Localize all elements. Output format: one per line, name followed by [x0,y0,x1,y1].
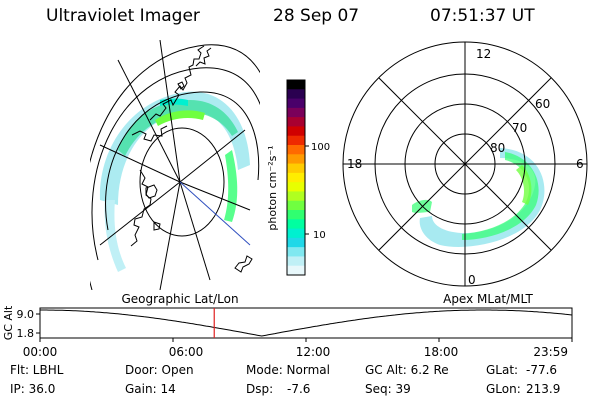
time-label-12: 12:00 [296,345,331,359]
alt-tick-label-low: 1.8 [17,327,35,340]
mlat-label-70: 70 [512,121,527,135]
altitude-strip: 9.0 1.8 GC Alt 00:00 06:00 12:00 18:00 2… [2,305,573,359]
sun-direction-line [179,181,251,246]
colorbar-segment [287,172,305,183]
time-label-18: 18:00 [424,345,459,359]
observation-time: 07:51:37 UT [430,6,535,26]
alt-axis-label: GC Alt [2,305,15,340]
colorbar-segment [287,126,305,137]
colorbar-tick-label-100: 100 [311,142,330,153]
mlt-label-dawn: 6 [576,157,584,171]
colorbar-segment [287,191,305,202]
colorbar-segment [287,145,305,155]
alt-tick-label-high: 9.0 [17,308,35,321]
time-label-2359: 23:59 [533,345,568,359]
geographic-map [90,40,260,290]
altitude-strip-frame [39,307,573,339]
right-panel-caption: Apex MLat/MLT [443,292,533,306]
colorbar-segment [287,247,305,258]
status-glat-value: -77.6 [526,363,558,377]
status-ip: IP: 36.0 [10,382,56,396]
latitude-circles [90,44,260,290]
time-label-06: 06:00 [169,345,204,359]
status-seq: Seq: 39 [365,382,411,396]
status-glon-value: 213.9 [526,382,561,396]
status-gain: Gain: 14 [125,382,176,396]
colorbar-tick-label-10: 10 [313,230,326,241]
left-panel-caption: Geographic Lat/Lon [121,292,238,306]
colorbar-segment [287,117,305,128]
status-filter: Flt: LBHL [10,363,64,377]
time-label-00: 00:00 [23,345,58,359]
colorbar-segment [287,154,305,165]
aurora-emission-left [99,91,250,272]
magnetic-polar-plot: 12 18 6 0 60 70 80 [342,41,588,287]
altitude-curve [40,309,573,337]
status-glon-label: GLon: [486,382,521,396]
status-gc-alt: GC Alt: 6.2 Re [365,363,449,377]
colorbar-segment [287,256,305,267]
status-mode: Mode: Normal [246,363,330,377]
colorbar-segment [287,163,305,174]
time-axis-ticks [39,338,573,342]
colorbar-unit-label: photon cm⁻²s⁻¹ [266,145,279,230]
status-glat-label: GLat: [486,363,519,377]
colorbar-frame [286,79,306,276]
mlat-label-80: 80 [490,141,505,155]
status-dsp-value: -7.6 [287,382,311,396]
colorbar-segment [287,98,305,109]
instrument-title: Ultraviolet Imager [46,6,200,26]
colorbar-segment [287,135,305,146]
colorbar-segment [287,80,305,90]
polar-grid [342,41,588,287]
colorbar-segment [287,228,305,239]
colorbar-segment [287,182,305,193]
colorbar-segment [287,219,305,230]
colorbar-segment [287,210,305,220]
observation-date: 28 Sep 07 [273,6,360,26]
colorbar-segment [287,200,305,211]
colorbar-segment [287,237,305,248]
meridian-lines [99,40,251,290]
mlt-label-noon: 12 [476,47,491,61]
status-dsp-label: Dsp: [246,382,274,396]
coastlines [130,45,253,273]
colorbar-segment [287,265,305,276]
colorbar [287,80,305,276]
status-door: Door: Open [125,363,194,377]
colorbar-segment [287,89,305,100]
mlt-label-dusk: 18 [347,157,362,171]
colorbar-segment [287,107,305,118]
mlt-label-midnight: 0 [468,273,476,287]
mlat-label-60: 60 [535,97,550,111]
